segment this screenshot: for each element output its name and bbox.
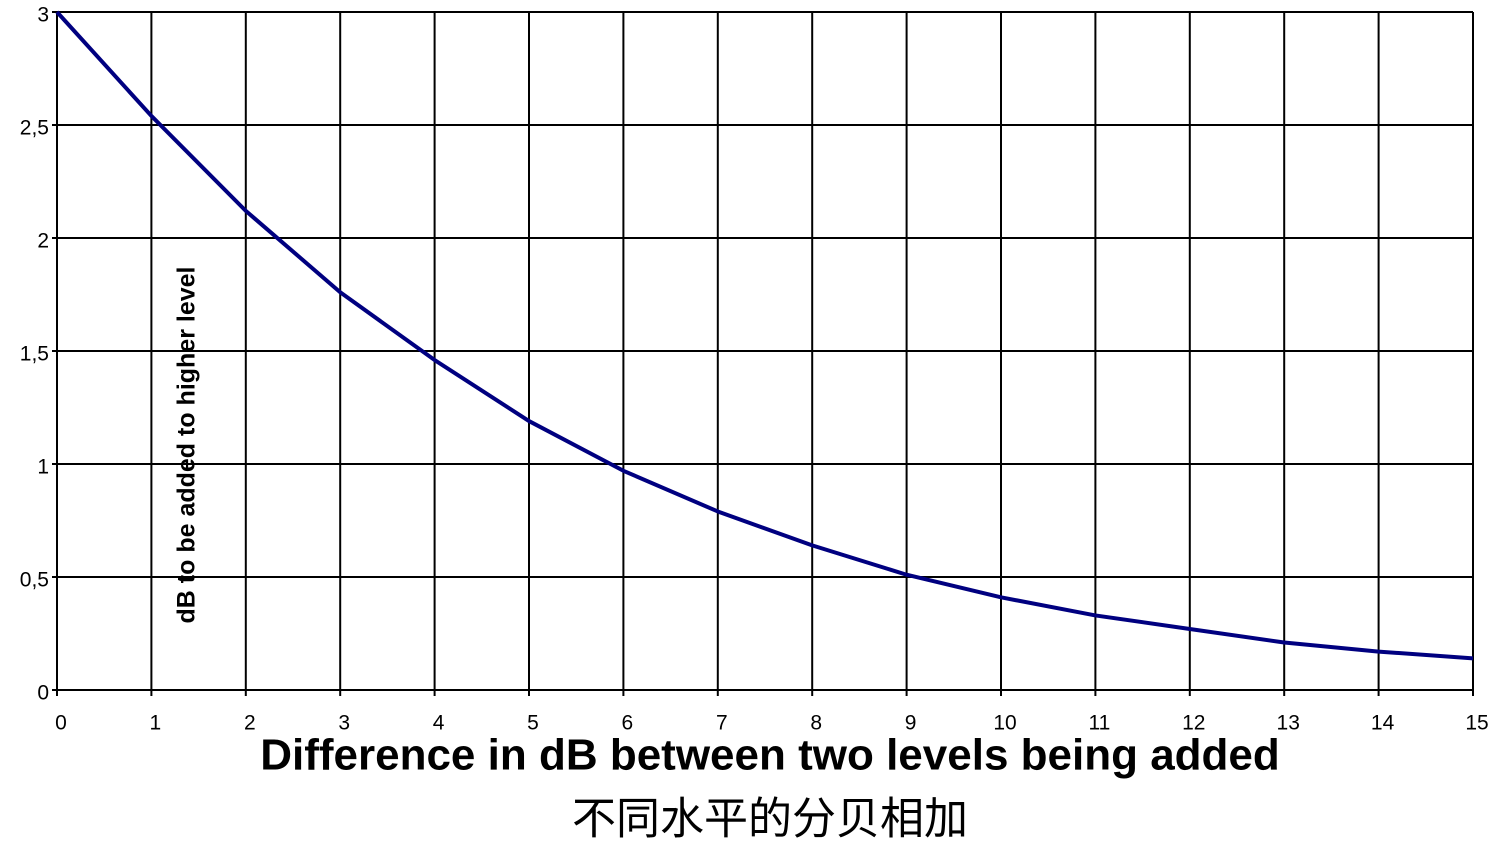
x-tick-label: 7 [716, 712, 728, 735]
x-tick-label: 1 [150, 712, 162, 735]
y-tick-label: 2 [37, 230, 49, 253]
x-tick-label: 10 [993, 712, 1016, 735]
y-tick-label: 1,5 [20, 343, 49, 366]
x-tick-label: 15 [1465, 712, 1488, 735]
x-tick-label: 11 [1088, 712, 1110, 735]
x-tick-label: 2 [244, 712, 256, 735]
y-axis-title: dB to be added to higher level [173, 267, 201, 624]
x-tick-label: 9 [905, 712, 917, 735]
data-line [55, 10, 1474, 661]
x-tick-label: 0 [55, 712, 67, 735]
subtitle: 不同水平的分贝相加 [572, 795, 968, 844]
x-axis-title: Difference in dB between two levels bein… [260, 731, 1280, 780]
y-tick-label: 3 [37, 4, 49, 27]
x-tick-label: 14 [1371, 712, 1395, 735]
x-tick-label: 3 [338, 712, 350, 735]
y-tick-label: 2,5 [20, 117, 49, 140]
y-tick-label: 1 [37, 456, 49, 479]
x-tick-label: 6 [622, 712, 634, 735]
y-tick-label: 0,5 [20, 569, 49, 592]
y-tick-label: 0 [37, 682, 49, 705]
x-tick-label: 5 [527, 712, 539, 735]
x-tick-label: 12 [1182, 712, 1205, 735]
x-tick-label: 13 [1277, 712, 1300, 735]
x-tick-label: 4 [433, 712, 445, 735]
x-tick-label: 8 [810, 712, 822, 735]
